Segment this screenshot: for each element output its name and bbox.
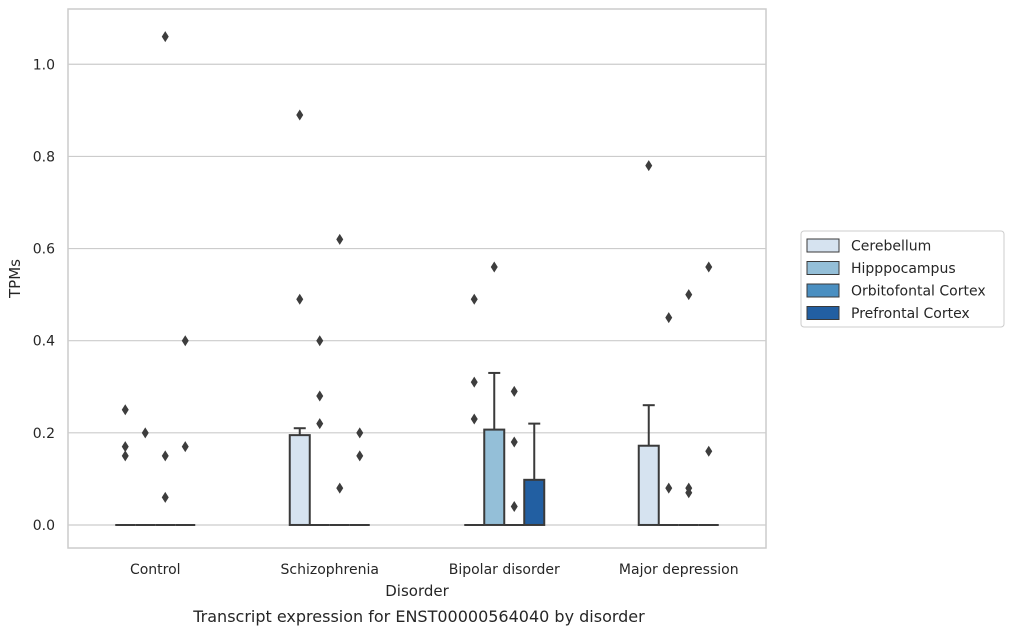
outlier-point bbox=[141, 427, 149, 439]
outlier-point bbox=[470, 293, 478, 305]
bars bbox=[115, 428, 719, 526]
y-tick-label: 0.8 bbox=[33, 149, 55, 165]
bar bbox=[288, 434, 311, 526]
outlier-point bbox=[316, 335, 324, 347]
outlier-point bbox=[665, 482, 673, 494]
y-tick-label: 1.0 bbox=[33, 57, 55, 73]
grid-lines bbox=[68, 63, 766, 526]
plot-frame bbox=[67, 8, 767, 549]
x-tick-labels: Control Schizophrenia Bipolar disorder Majo… bbox=[130, 562, 739, 578]
legend-box bbox=[800, 230, 1005, 328]
bar bbox=[637, 444, 660, 526]
legend-swatch bbox=[806, 306, 840, 320]
outlier-point bbox=[685, 289, 693, 301]
outlier-point bbox=[316, 390, 324, 402]
y-tick-label: 0.6 bbox=[33, 242, 55, 258]
y-tick-label: 0.0 bbox=[33, 518, 55, 534]
y-tick-labels: 0.0 0.2 0.4 0.6 0.8 1.0 bbox=[33, 57, 55, 534]
outlier-point bbox=[470, 376, 478, 388]
outlier-point bbox=[705, 261, 713, 273]
outlier-point bbox=[296, 109, 304, 121]
outlier-point bbox=[121, 404, 129, 416]
outlier-point bbox=[121, 441, 129, 453]
outlier-point bbox=[510, 501, 518, 513]
x-tick-label: Control bbox=[130, 562, 181, 578]
outlier-point bbox=[510, 436, 518, 448]
figure-caption: Transcript expression for ENST0000056404… bbox=[192, 607, 645, 626]
x-tick-label: Bipolar disorder bbox=[449, 562, 560, 578]
legend-label: Hipppocampus bbox=[851, 261, 956, 277]
outlier-point bbox=[510, 385, 518, 397]
outlier-point bbox=[490, 261, 498, 273]
legend-swatch bbox=[806, 261, 840, 275]
outlier-point bbox=[316, 418, 324, 430]
outlier-point bbox=[356, 427, 364, 439]
y-axis-title: TPMs bbox=[6, 259, 24, 299]
outlier-point bbox=[645, 160, 653, 172]
legend-label: Prefrontal Cortex bbox=[851, 306, 970, 322]
outlier-point bbox=[336, 233, 344, 245]
x-tick-label: Schizophrenia bbox=[281, 562, 379, 578]
legend-swatch bbox=[806, 238, 840, 253]
legend-label: Orbitofontal Cortex bbox=[851, 284, 986, 300]
legend-label: Cerebellum bbox=[851, 239, 931, 255]
outlier-point bbox=[705, 445, 713, 457]
y-tick-label: 0.4 bbox=[33, 334, 55, 350]
error-bars bbox=[293, 371, 655, 480]
outlier-point bbox=[161, 31, 169, 43]
bar bbox=[483, 428, 506, 526]
outlier-point bbox=[181, 335, 189, 347]
x-tick-label: Major depression bbox=[619, 562, 739, 578]
outlier-point bbox=[181, 441, 189, 453]
outlier-point bbox=[161, 450, 169, 462]
outlier-point bbox=[161, 491, 169, 503]
x-axis-title: Disorder bbox=[385, 582, 449, 600]
outlier-points bbox=[121, 31, 713, 513]
outlier-point bbox=[356, 450, 364, 462]
legend-swatch bbox=[806, 283, 840, 298]
outlier-point bbox=[296, 293, 304, 305]
outlier-point bbox=[470, 413, 478, 425]
legend: Cerebellum Hipppocampus Orbitofontal Corte… bbox=[800, 230, 1005, 328]
bar bbox=[523, 478, 546, 526]
y-tick-label: 0.2 bbox=[33, 426, 55, 442]
outlier-point bbox=[665, 312, 673, 324]
outlier-point bbox=[336, 482, 344, 494]
outlier-point bbox=[685, 487, 693, 499]
outlier-point bbox=[121, 450, 129, 462]
